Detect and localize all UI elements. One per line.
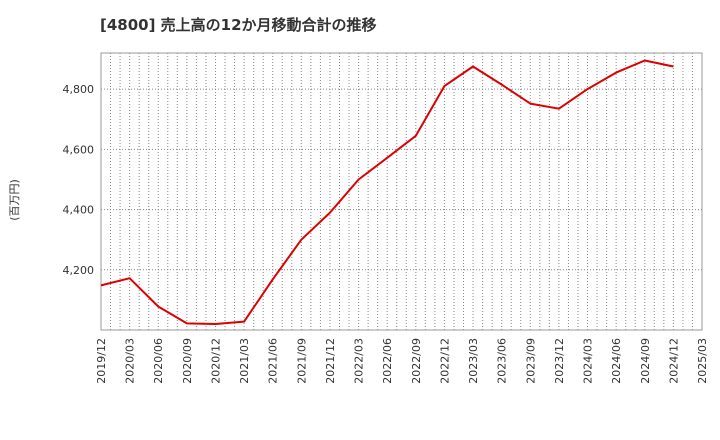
- x-tick-label: 2023/12: [553, 338, 566, 384]
- y-tick-label: 4,200: [63, 264, 95, 277]
- x-tick-label: 2024/06: [610, 338, 623, 384]
- x-tick-label: 2022/12: [438, 338, 451, 384]
- x-tick-label: 2024/03: [582, 338, 595, 384]
- x-tick-label: 2022/06: [381, 338, 394, 384]
- y-tick-label: 4,600: [63, 143, 95, 156]
- y-tick-label: 4,400: [63, 204, 95, 217]
- y-tick-label: 4,800: [63, 83, 95, 96]
- x-tick-label: 2023/06: [496, 338, 509, 384]
- chart-title: [4800] 売上高の12か月移動合計の推移: [100, 16, 377, 34]
- x-tick-label: 2020/06: [152, 338, 165, 384]
- x-tick-label: 2023/09: [524, 338, 537, 384]
- x-tick-label: 2020/03: [124, 338, 137, 384]
- grid: [101, 53, 702, 330]
- y-axis: 4,200 4,400 4,600 4,800: [63, 83, 95, 277]
- x-tick-label: 2024/09: [639, 338, 652, 384]
- x-tick-label: 2024/12: [667, 338, 680, 384]
- y-axis-label: (百万円): [8, 179, 21, 221]
- x-tick-label: 2021/06: [267, 338, 280, 384]
- series-layer: [100, 59, 674, 325]
- x-tick-label: 2019/12: [95, 338, 108, 384]
- x-tick-label: 2021/12: [324, 338, 337, 384]
- x-tick-label: 2022/09: [410, 338, 423, 384]
- x-tick-label: 2020/12: [209, 338, 222, 384]
- x-tick-label: 2021/09: [295, 338, 308, 384]
- x-tick-label: 2022/03: [353, 338, 366, 384]
- x-tick-label: 2023/03: [467, 338, 480, 384]
- series-line: [100, 59, 674, 325]
- x-axis: 2019/12 2020/03 2020/06 2020/09 2020/12 2021/…: [95, 338, 709, 384]
- x-tick-label: 2025/03: [696, 338, 709, 384]
- plot-area: [100, 52, 703, 331]
- x-tick-label: 2020/09: [181, 338, 194, 384]
- x-tick-label: 2021/03: [238, 338, 251, 384]
